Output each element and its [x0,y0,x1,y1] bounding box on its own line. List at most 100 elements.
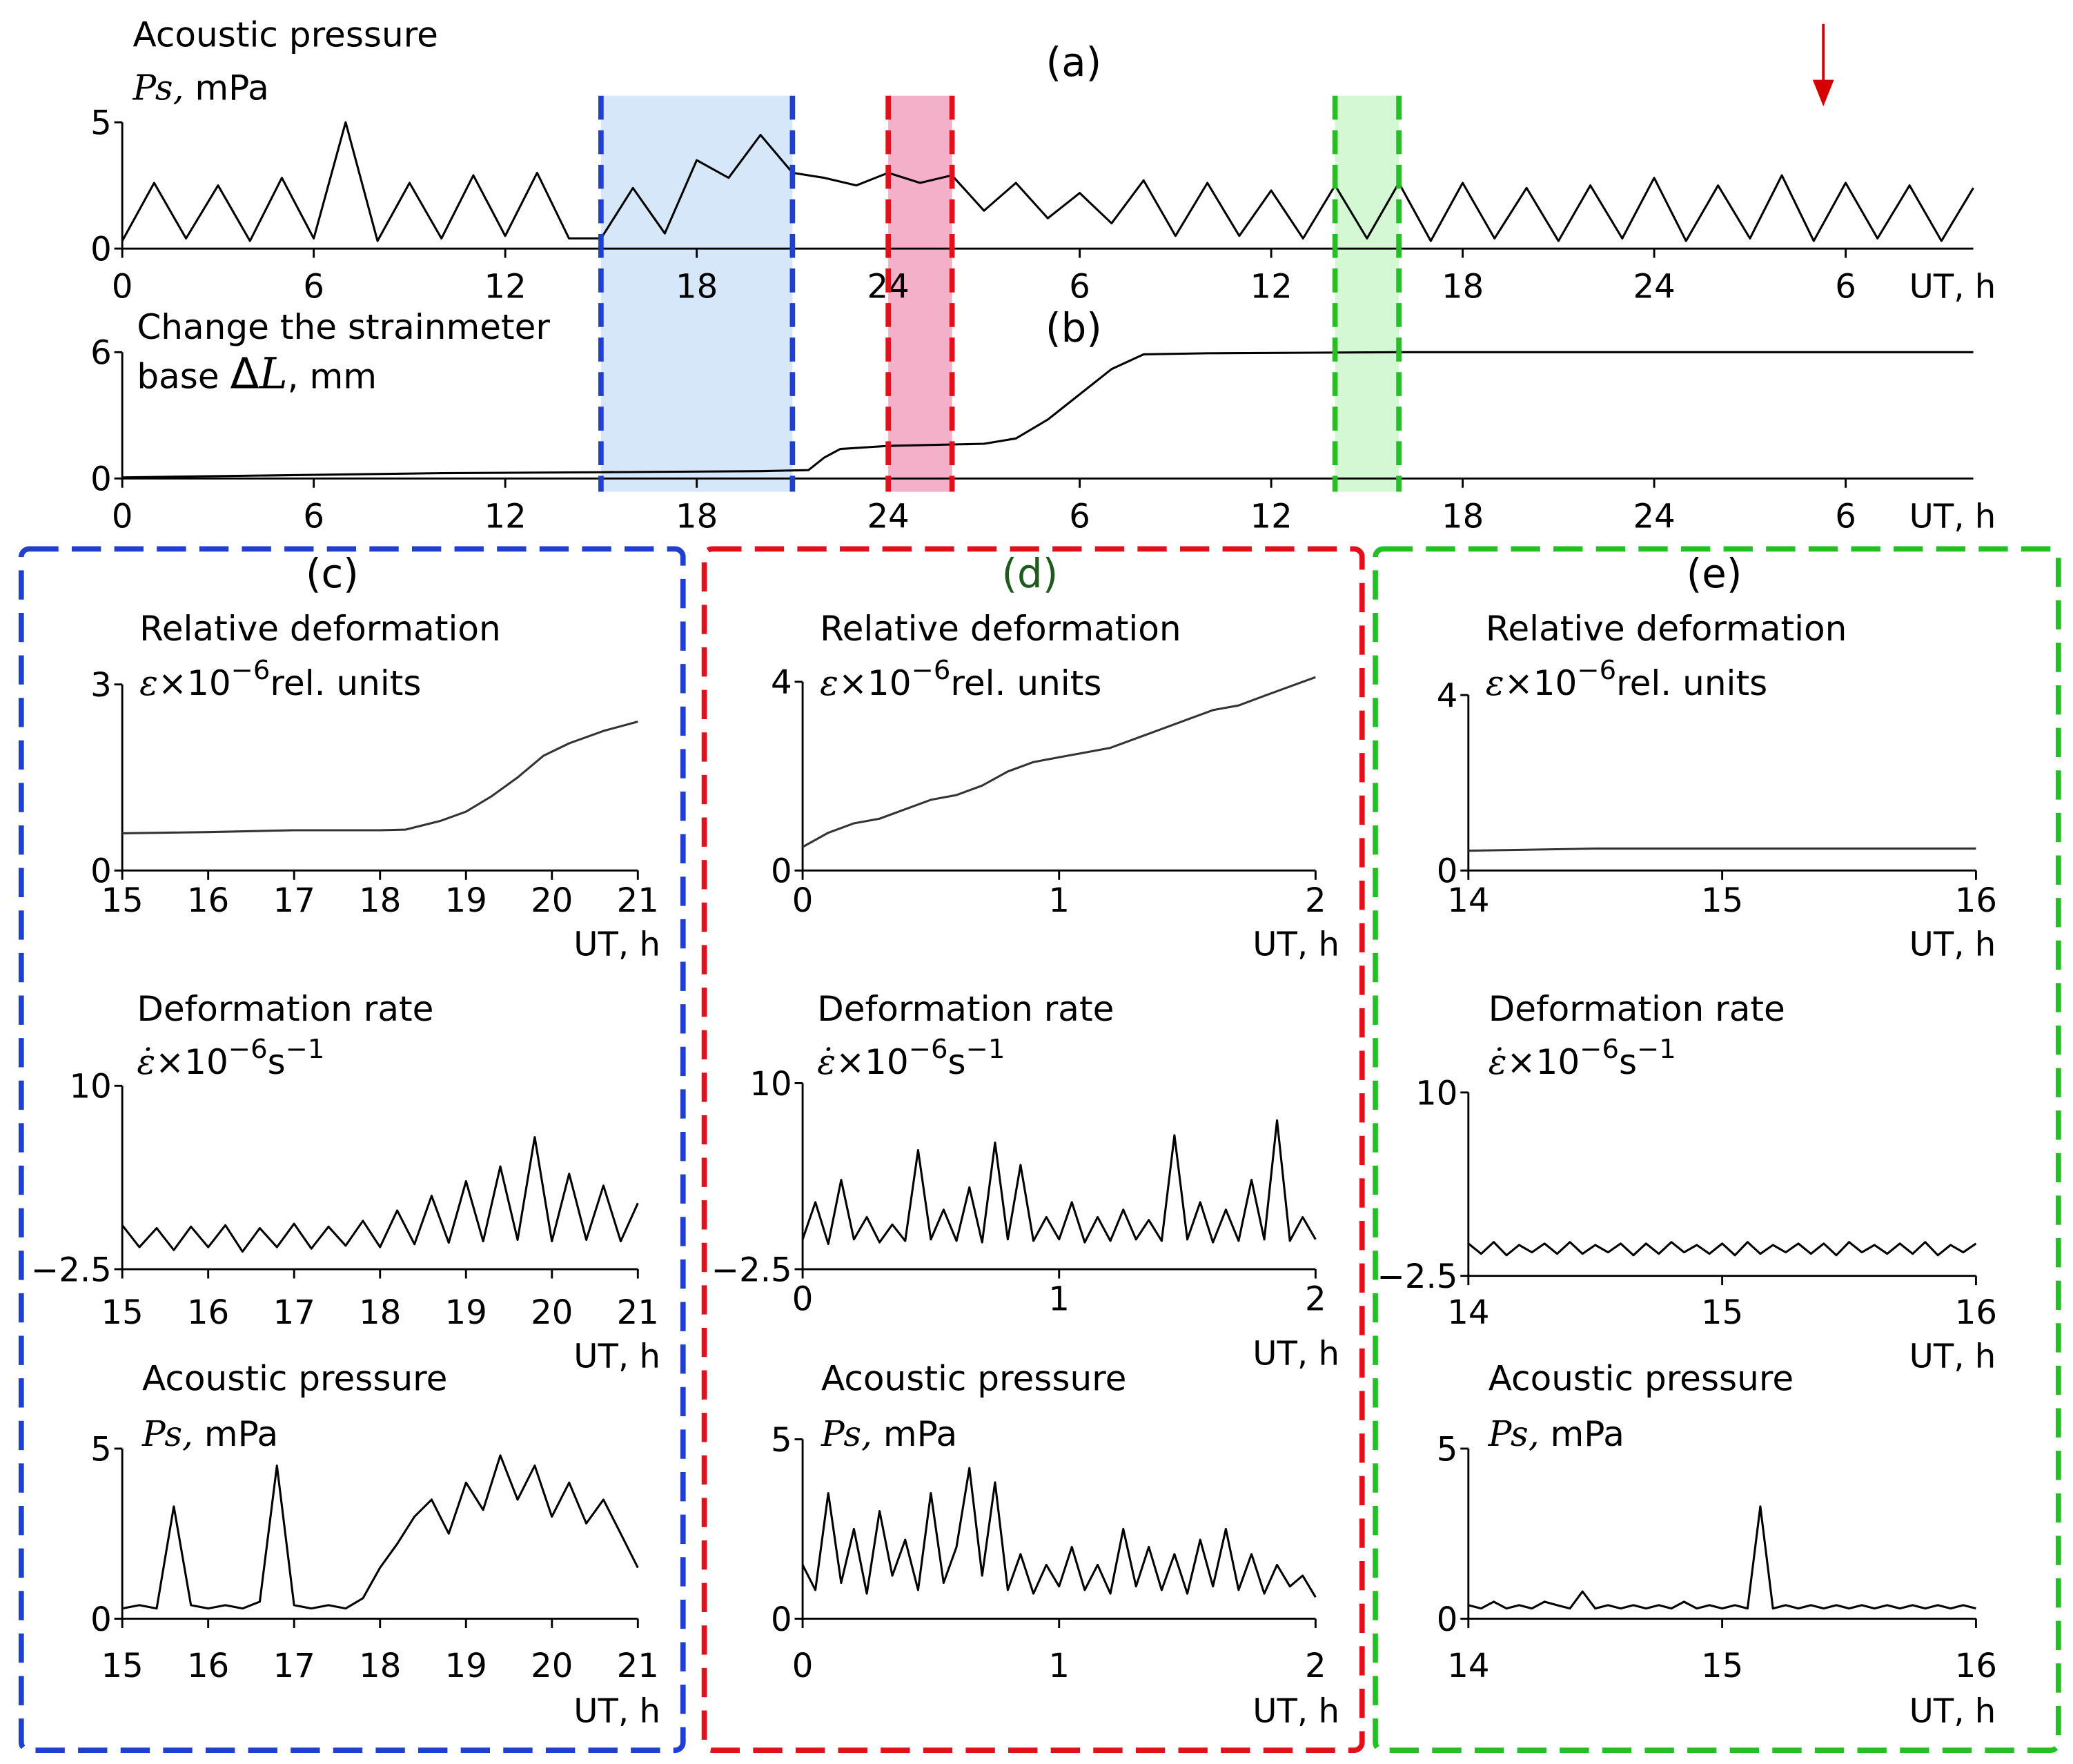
data-line [122,351,1974,479]
y-label-part: rel. units [1616,663,1767,703]
x-tick-label: 17 [273,1293,315,1332]
data-line [801,1119,1317,1245]
y-label-part: ε [1486,663,1504,703]
y-tick-label: 5 [771,1421,792,1460]
arrow-head [1812,79,1834,107]
x-tick-label: 18 [1442,498,1484,536]
y-label-part: L [259,349,288,398]
chart-title: Acoustic pressure [821,1358,1126,1398]
x-tick-label: 18 [1442,267,1484,306]
x-tick-label: 2 [1305,1647,1326,1685]
x-tick-label: 21 [617,1293,659,1332]
x-tick-label: 6 [1069,498,1090,536]
x-tick-label: 0 [792,1280,814,1319]
y-label-part: ε̇ [137,1042,155,1082]
x-axis-label: UT, h [573,1337,660,1376]
x-tick-label: 6 [303,498,324,536]
data-line [122,721,638,834]
x-tick-label: 0 [112,267,133,306]
x-tick-label: 24 [1633,267,1675,306]
x-tick-label: 16 [1955,881,1997,920]
x-axis-label: UT, h [1252,1692,1339,1731]
x-tick-label: 15 [1701,1293,1743,1332]
panel-label: (d) [1002,550,1059,597]
y-tick-label: 4 [771,663,792,702]
panel-label: (c) [306,550,359,597]
x-tick-label: 15 [1701,881,1743,920]
panel-c-frame [18,546,686,1753]
y-label-part: base [137,356,230,396]
x-tick-label: 19 [445,1647,487,1685]
x-tick-label: 2 [1305,1280,1326,1319]
panel-e-frame [1373,546,2061,1753]
y-tick-label: 5 [90,104,112,143]
chart-title: Acoustic pressure [1489,1358,1794,1398]
x-tick-label: 16 [187,881,229,920]
y-label-part: ×10 [836,1042,909,1082]
span-fill [888,95,952,492]
y-axis-label: ε×10−6rel. units [139,655,421,703]
x-tick-label: 1 [1048,1647,1070,1685]
x-tick-label: 16 [1955,1293,1997,1332]
y-label-part: mPa [872,1414,957,1454]
x-tick-label: 12 [484,498,527,536]
y-label-part: −6 [1580,1034,1619,1065]
x-tick-label: 18 [359,1293,401,1332]
x-tick-label: 15 [101,1647,144,1685]
x-tick-label: 20 [531,1293,573,1332]
y-axis-label: Ps, mPa [1488,1414,1624,1454]
x-axis-label: UT, h [1909,1337,1996,1376]
x-axis-label: UT, h [1909,1692,1996,1731]
y-label-part: ×10 [1507,1042,1580,1082]
y-tick-label: 6 [90,334,112,373]
y-label-part: Ps, [1488,1414,1540,1454]
y-label-part: mPa [193,1414,278,1454]
x-tick-label: 12 [1250,498,1292,536]
y-tick-label: 0 [771,1600,792,1639]
x-axis-label: UT, h [1909,925,1996,964]
x-tick-label: 1 [1048,881,1070,920]
data-line [1468,1505,1976,1610]
panel-label: (a) [1046,39,1101,86]
x-tick-label: 17 [273,881,315,920]
x-axis-label: UT, h [1252,925,1339,964]
panel-d-frame [701,546,1365,1753]
chart-title: Relative deformation [1486,609,1847,649]
y-label-part: s [1619,1042,1637,1082]
x-tick-label: 6 [303,267,324,306]
x-tick-label: 16 [1955,1647,1997,1685]
y-label-part: Δ [230,349,259,398]
x-tick-label: 14 [1447,1293,1489,1332]
y-label-part: −1 [966,1034,1005,1065]
x-tick-label: 14 [1447,1647,1489,1685]
x-tick-label: 16 [187,1293,229,1332]
x-tick-label: 12 [484,267,527,306]
chart-title: Deformation rate [817,989,1114,1029]
panel-label: (b) [1045,304,1102,351]
chart-title: Relative deformation [820,609,1181,649]
x-tick-label: 21 [617,881,659,920]
y-label-part: s [268,1042,286,1082]
x-tick-label: 15 [101,1293,144,1332]
x-tick-label: 12 [1250,267,1292,306]
y-label-part: −6 [1577,655,1616,686]
x-tick-label: 14 [1447,881,1489,920]
x-tick-label: 2 [1305,881,1326,920]
x-tick-label: 24 [867,498,910,536]
y-label-part: mPa [1540,1414,1624,1454]
x-tick-label: 18 [676,498,718,536]
data-line [802,676,1316,848]
y-label-part: ×10 [1504,663,1578,703]
y-label-part: −6 [228,1034,268,1065]
chart-title: Change the strainmeter [137,307,550,347]
chart-title: Relative deformation [139,609,501,649]
y-tick-label: 0 [90,460,112,499]
chart-title: Deformation rate [137,989,433,1029]
y-tick-label: 0 [90,1600,112,1639]
y-axis-label: ε̇×10−6s−1 [817,1034,1005,1082]
y-tick-label: −2.5 [31,1251,112,1289]
y-tick-label: 0 [771,852,792,891]
x-tick-label: 19 [445,1293,487,1332]
y-tick-label: 10 [70,1068,112,1106]
